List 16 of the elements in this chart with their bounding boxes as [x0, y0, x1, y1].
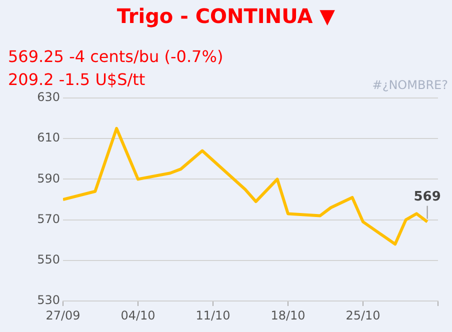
y-tick-label: 530: [37, 293, 60, 308]
x-tick-label: 11/10: [196, 308, 230, 322]
x-tick-label: 25/10: [346, 308, 380, 322]
x-tick-label: 04/10: [120, 308, 156, 322]
x-tick-label: 18/10: [270, 308, 306, 322]
y-tick-label: 570: [37, 212, 60, 226]
text: #¿NOMBRE?: [372, 78, 448, 92]
y-tick-label: 610: [37, 130, 60, 145]
y-tick-label: 550: [37, 252, 60, 267]
x-tick-label: 27/09: [46, 308, 80, 322]
annotation: 569: [414, 190, 441, 205]
chart-title: Trigo - CONTINUA ▼: [116, 4, 336, 28]
chart-subtitle: 569.25 -4 cents/bu (-0.7%): [8, 47, 224, 66]
text: 209.2 -1.5 U$S/tt: [8, 70, 146, 89]
y-tick-label: 630: [37, 90, 60, 104]
y-tick-label: 590: [37, 171, 60, 186]
